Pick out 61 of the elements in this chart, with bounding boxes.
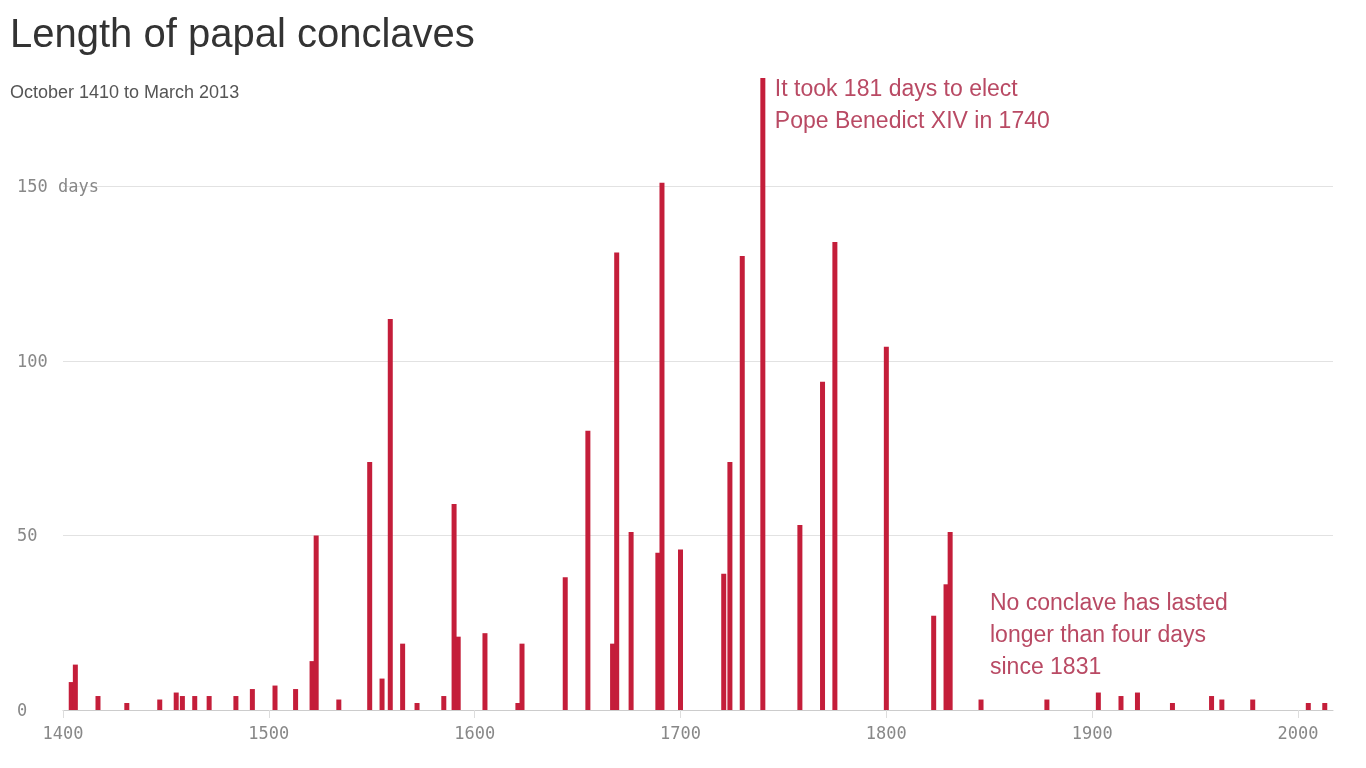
bar (1250, 699, 1256, 710)
bar (1044, 699, 1050, 710)
bar (72, 664, 78, 710)
bar (1219, 699, 1225, 710)
bar (336, 699, 342, 710)
x-tick-label: 1400 (42, 722, 84, 743)
bar (585, 430, 591, 710)
bar (797, 524, 803, 710)
bar (400, 643, 406, 710)
bar (233, 696, 239, 710)
bar (659, 182, 665, 710)
bar (832, 242, 838, 710)
bar (414, 703, 420, 710)
bar (628, 531, 634, 710)
bar (192, 696, 198, 710)
annotation: It took 181 days to elect Pope Benedict XIV in 1740 (774, 75, 1050, 133)
bar (614, 252, 620, 710)
bar (293, 689, 299, 710)
bar (1095, 692, 1101, 710)
x-tick-label: 1700 (660, 722, 701, 743)
bar (387, 318, 393, 710)
bar (519, 643, 525, 710)
x-tick-label: 2000 (1277, 722, 1319, 743)
y-tick-label: 0 (17, 700, 28, 720)
bar (451, 503, 457, 710)
bar (1322, 703, 1328, 710)
x-tick-label: 1600 (454, 722, 496, 743)
bar (760, 78, 766, 710)
bar (206, 696, 212, 710)
bar (379, 678, 385, 710)
bar (562, 577, 568, 710)
chart-title: Length of papal conclaves (10, 11, 475, 55)
annotation: No conclave has lasted longer than four days since 1831 (990, 589, 1228, 679)
bar (313, 535, 319, 710)
bar (124, 703, 130, 710)
bar (367, 462, 373, 710)
bar (978, 699, 984, 710)
bar (482, 633, 488, 710)
x-tick-label: 1500 (248, 722, 290, 743)
bar (95, 696, 101, 710)
bar (947, 531, 953, 710)
x-tick-label: 1900 (1071, 722, 1113, 743)
y-tick-label: 50 (17, 525, 38, 546)
bar (883, 346, 889, 710)
bar (820, 381, 826, 710)
bar (1209, 696, 1215, 710)
y-tick-label: 150 days (17, 176, 99, 197)
bar (1169, 703, 1175, 710)
chart-subtitle: October 1410 to March 2013 (10, 82, 240, 102)
bar (272, 685, 278, 710)
bar (441, 696, 447, 710)
bar (157, 699, 163, 710)
bar (931, 615, 937, 710)
bar (1134, 692, 1140, 710)
bar (739, 256, 745, 710)
bar (1118, 696, 1124, 710)
bar (1305, 703, 1311, 710)
bar (678, 549, 683, 710)
x-tick-label: 1800 (865, 722, 907, 743)
bar (249, 689, 255, 710)
y-tick-label: 100 (17, 350, 48, 371)
